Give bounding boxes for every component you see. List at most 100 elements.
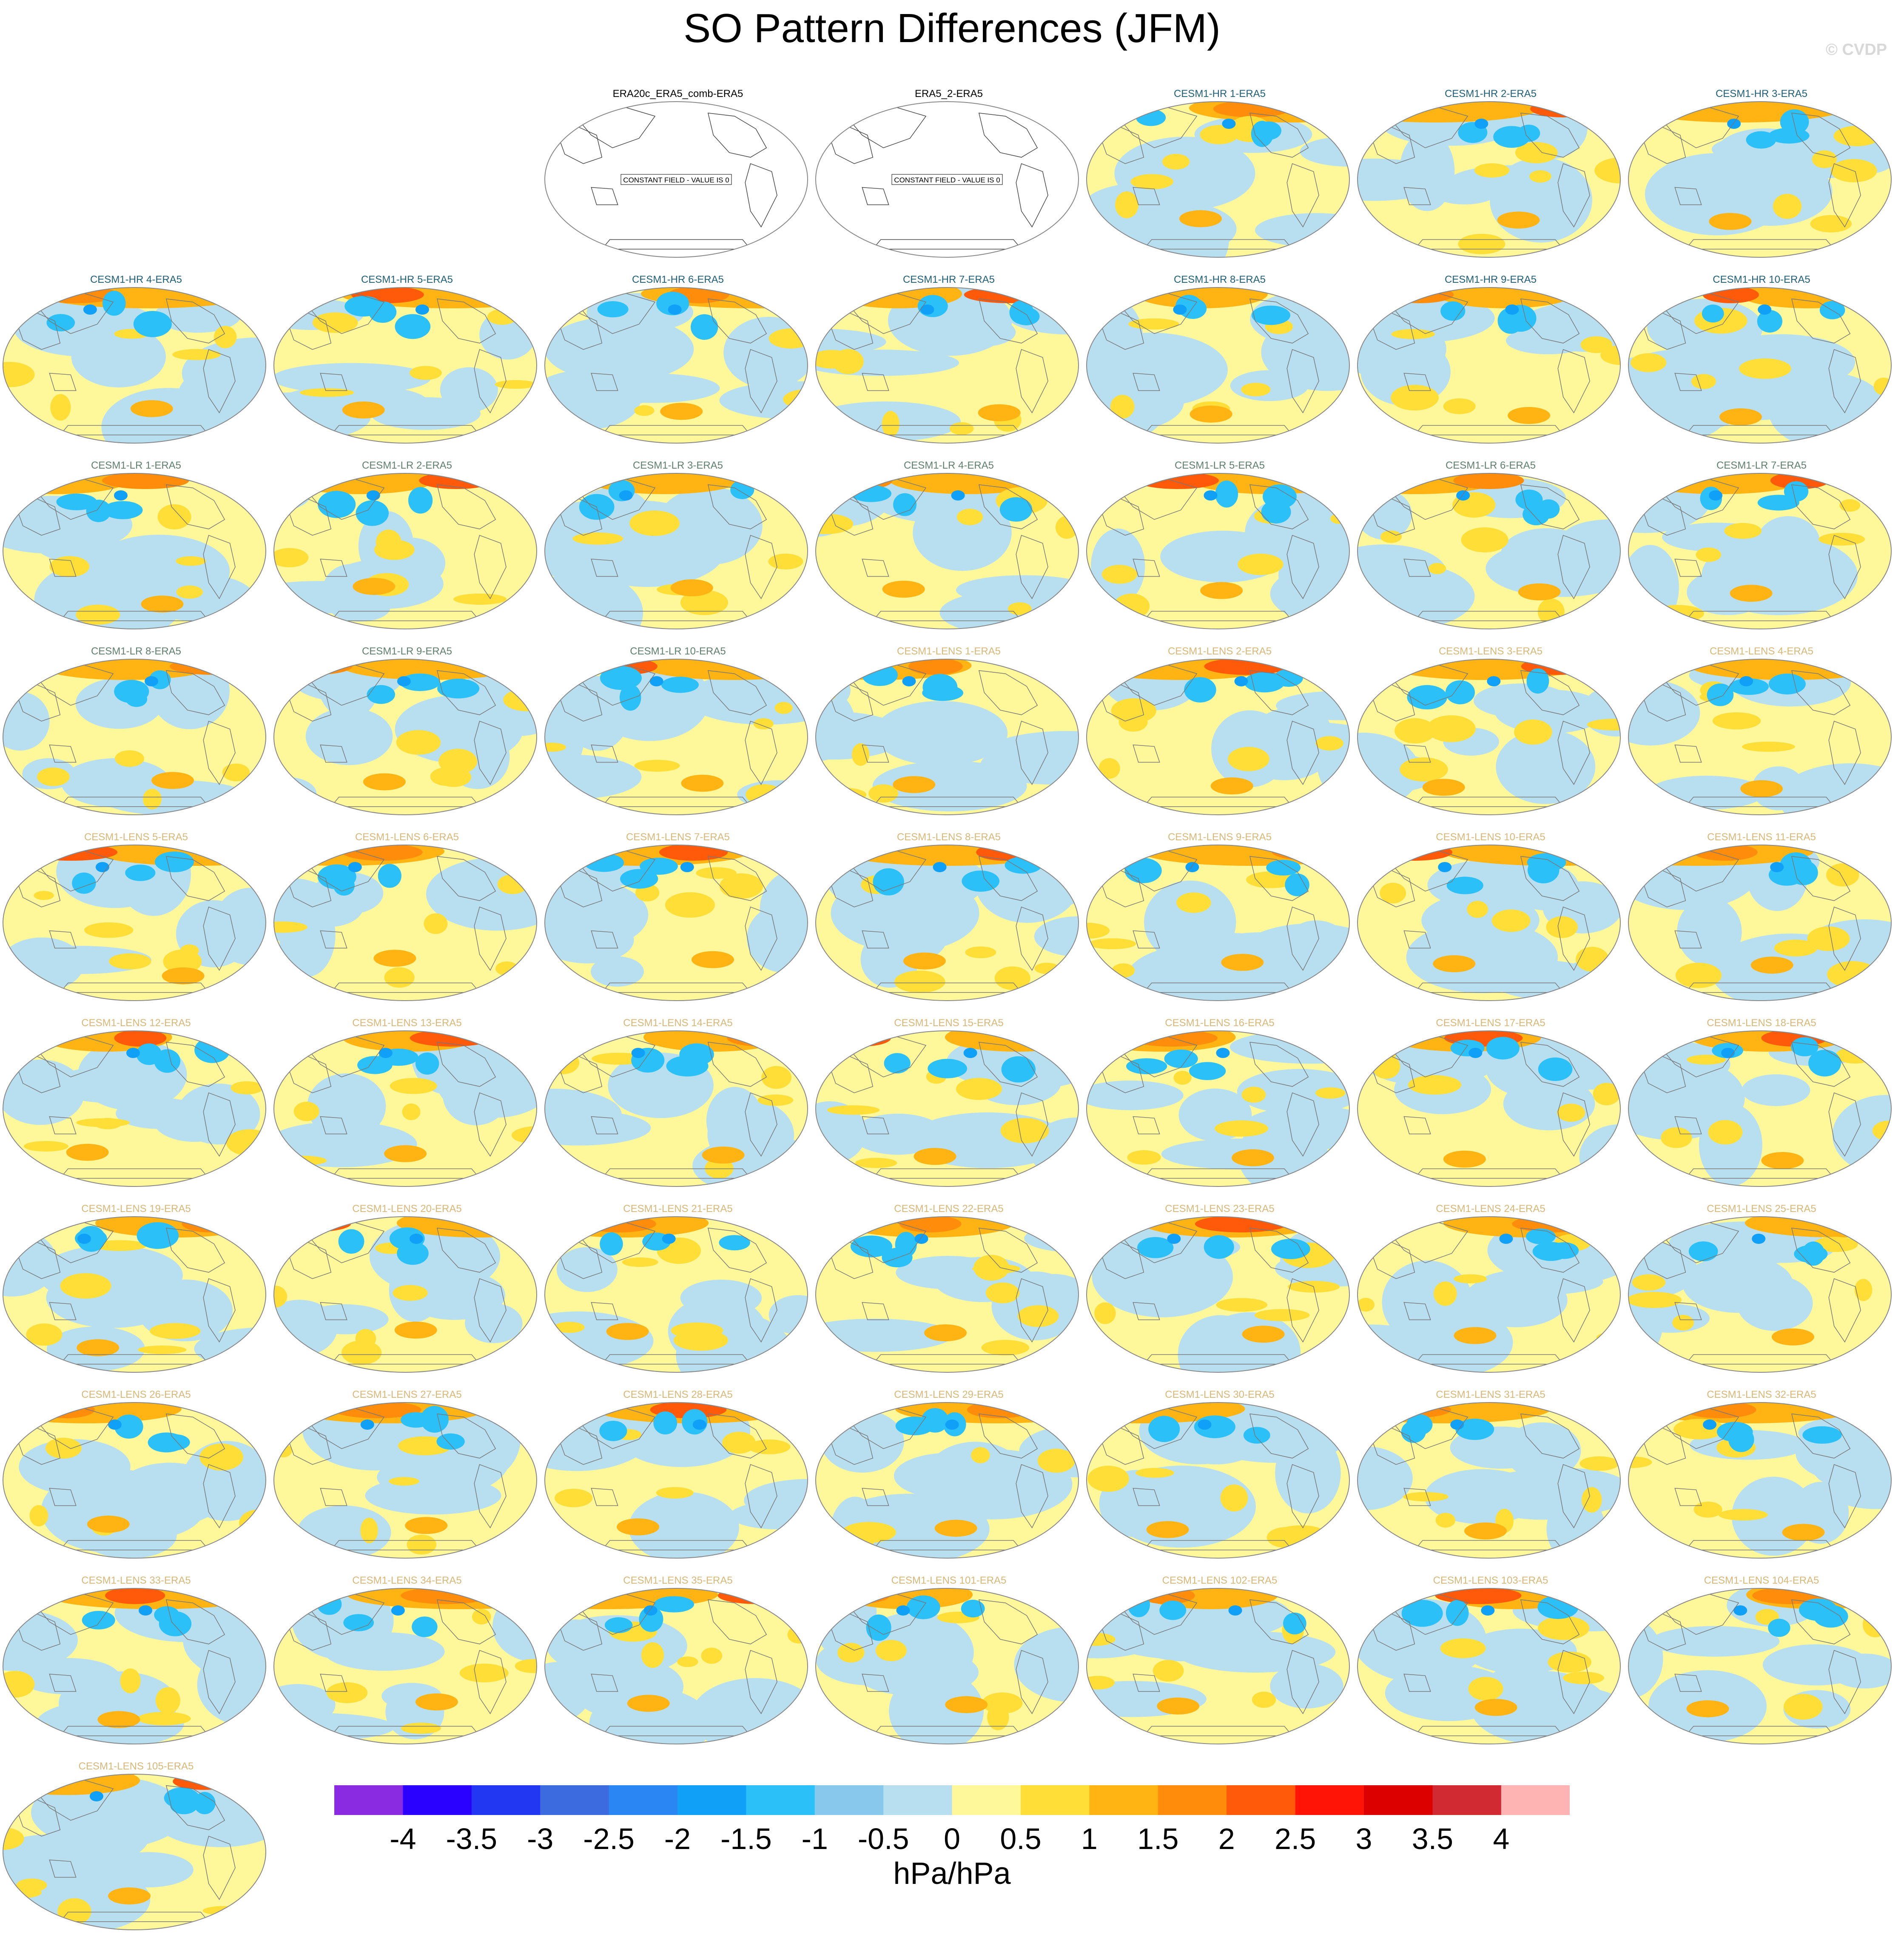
colorbar-swatch <box>1295 1785 1364 1815</box>
map-field <box>544 473 808 629</box>
panel-title: CESM1-LENS 20-ERA5 <box>352 1203 462 1215</box>
map-panel: CESM1-LENS 5-ERA5 <box>2 831 270 1014</box>
map-panel: CESM1-HR 4-ERA5 <box>2 273 270 456</box>
colorbar-tick-label: 1 <box>1081 1822 1098 1855</box>
colorbar-tick-label: 0 <box>944 1822 960 1855</box>
panel-title: CESM1-LENS 24-ERA5 <box>1436 1203 1545 1215</box>
panel-title: CESM1-LENS 103-ERA5 <box>1433 1575 1548 1586</box>
map-field <box>1086 1216 1350 1373</box>
map-field <box>1086 659 1350 815</box>
map-field <box>1357 1588 1621 1744</box>
panel-title: CESM1-LR 4-ERA5 <box>903 460 994 471</box>
map-panel: CESM1-HR 9-ERA5 <box>1356 273 1625 456</box>
colorbar-swatch <box>1227 1785 1296 1815</box>
credit-label: © CVDP <box>1825 41 1887 59</box>
map-field <box>273 1402 537 1559</box>
map-panel: CESM1-HR 1-ERA5 <box>1085 88 1354 270</box>
map-panel: ERA20c_ERA5_comb-ERA5 CONSTANT FIELD - VA… <box>544 88 812 270</box>
panel-title: CESM1-LENS 32-ERA5 <box>1707 1389 1816 1400</box>
map-panel: CESM1-LENS 9-ERA5 <box>1085 831 1354 1014</box>
panel-title: CESM1-LENS 23-ERA5 <box>1165 1203 1275 1215</box>
map-field <box>3 473 266 629</box>
panel-title: CESM1-LENS 30-ERA5 <box>1165 1389 1275 1400</box>
colorbar-swatch <box>609 1785 678 1815</box>
panel-title: CESM1-LENS 5-ERA5 <box>84 831 188 843</box>
colorbar-tick-label: -4 <box>390 1822 416 1855</box>
map-field <box>544 1216 808 1373</box>
panel-title: CESM1-LENS 25-ERA5 <box>1707 1203 1816 1215</box>
panel-title: CESM1-LR 9-ERA5 <box>361 646 453 657</box>
colorbar-swatch <box>540 1785 609 1815</box>
map-panel: CESM1-LENS 30-ERA5 <box>1085 1388 1354 1571</box>
panel-title: CESM1-HR 7-ERA5 <box>902 274 995 285</box>
map-panel: CESM1-LENS 8-ERA5 <box>814 831 1083 1014</box>
map-field <box>1628 1402 1892 1559</box>
colorbar-swatch <box>403 1785 472 1815</box>
map-panel: CESM1-LENS 18-ERA5 <box>1627 1017 1896 1200</box>
map-panel: CESM1-LR 5-ERA5 <box>1085 459 1354 642</box>
map-panel: CESM1-LENS 22-ERA5 <box>814 1203 1083 1385</box>
map-field <box>1628 473 1892 629</box>
panel-title: CESM1-HR 10-ERA5 <box>1713 274 1810 285</box>
map-field <box>544 1588 808 1744</box>
panel-title: CESM1-LR 1-ERA5 <box>91 460 182 471</box>
map-panel: CESM1-LENS 33-ERA5 <box>2 1574 270 1757</box>
colorbar-tick-label: 2 <box>1218 1822 1235 1855</box>
map-field <box>544 287 808 444</box>
map-field <box>1357 1216 1621 1373</box>
map-panel: CESM1-LENS 10-ERA5 <box>1356 831 1625 1014</box>
panel-title: CESM1-LENS 27-ERA5 <box>352 1389 462 1400</box>
panel-grid: ERA20c_ERA5_comb-ERA5 CONSTANT FIELD - VA… <box>2 88 1896 1930</box>
map-panel: CESM1-LENS 15-ERA5 <box>814 1017 1083 1200</box>
map-panel: CESM1-LENS 32-ERA5 <box>1627 1388 1896 1571</box>
map-panel: CESM1-LENS 24-ERA5 <box>1356 1203 1625 1385</box>
map-panel: CESM1-LENS 12-ERA5 <box>2 1017 270 1200</box>
panel-title: CESM1-LR 8-ERA5 <box>91 646 182 657</box>
map-panel: CESM1-LENS 6-ERA5 <box>273 831 541 1014</box>
map-panel: CESM1-LENS 101-ERA5 <box>814 1574 1083 1757</box>
map-field <box>1086 1030 1350 1187</box>
map-panel: CESM1-LR 2-ERA5 <box>273 459 541 642</box>
colorbar-tick-label: 1.5 <box>1137 1822 1178 1855</box>
map-field <box>1086 1588 1350 1744</box>
map-panel: CESM1-LENS 104-ERA5 <box>1627 1574 1896 1757</box>
map-field <box>544 1030 808 1187</box>
map-field <box>1357 1402 1621 1559</box>
map-panel: CESM1-LENS 16-ERA5 <box>1085 1017 1354 1200</box>
map-field <box>1086 1402 1350 1559</box>
map-panel: CESM1-LENS 21-ERA5 <box>544 1203 812 1385</box>
colorbar-swatch <box>1432 1785 1502 1815</box>
panel-title: CESM1-LENS 1-ERA5 <box>897 646 1001 657</box>
map-field <box>1628 1030 1892 1187</box>
map-field <box>1628 1588 1892 1744</box>
map-panel: CESM1-HR 5-ERA5 <box>273 273 541 456</box>
map-panel: CESM1-LR 7-ERA5 <box>1627 459 1896 642</box>
map-panel: CESM1-LENS 11-ERA5 <box>1627 831 1896 1014</box>
map-field <box>815 1402 1079 1559</box>
map-field <box>3 1588 266 1744</box>
colorbar-tick-label: 3 <box>1356 1822 1372 1855</box>
panel-title: CESM1-LENS 26-ERA5 <box>81 1389 191 1400</box>
panel-title: CESM1-HR 3-ERA5 <box>1715 88 1808 100</box>
panel-title: CESM1-LENS 17-ERA5 <box>1436 1017 1545 1029</box>
map-field <box>815 659 1079 815</box>
panel-title: CESM1-HR 4-ERA5 <box>90 274 182 285</box>
map-field <box>1357 845 1621 1001</box>
map-field <box>1357 659 1621 815</box>
colorbar-tick-label: -2.5 <box>583 1822 635 1855</box>
panel-title: CESM1-LENS 15-ERA5 <box>894 1017 1004 1029</box>
panel-title: CESM1-HR 2-ERA5 <box>1444 88 1537 100</box>
panel-title: CESM1-LENS 7-ERA5 <box>626 831 730 843</box>
map-panel: CESM1-LR 9-ERA5 <box>273 645 541 828</box>
map-field <box>273 473 537 629</box>
map-panel: CESM1-LENS 7-ERA5 <box>544 831 812 1014</box>
colorbar: -4 -3.5 -3 -2.5 -2 -1.5 -1 -0.5 0 0.5 1 1.5 2 2.5 3 3.5… <box>334 1785 1570 1855</box>
map-panel: ERA5_2-ERA5 CONSTANT FIELD - VALUE IS 0 <box>814 88 1083 270</box>
map-panel: CESM1-LENS 23-ERA5 <box>1085 1203 1354 1385</box>
panel-title: CESM1-LENS 8-ERA5 <box>897 831 1001 843</box>
panel-title: CESM1-LENS 31-ERA5 <box>1436 1389 1545 1400</box>
panel-title: CESM1-LENS 13-ERA5 <box>352 1017 462 1029</box>
map-field <box>3 1774 266 1930</box>
colorbar-tick-label: -3 <box>527 1822 553 1855</box>
map-field <box>815 473 1079 629</box>
